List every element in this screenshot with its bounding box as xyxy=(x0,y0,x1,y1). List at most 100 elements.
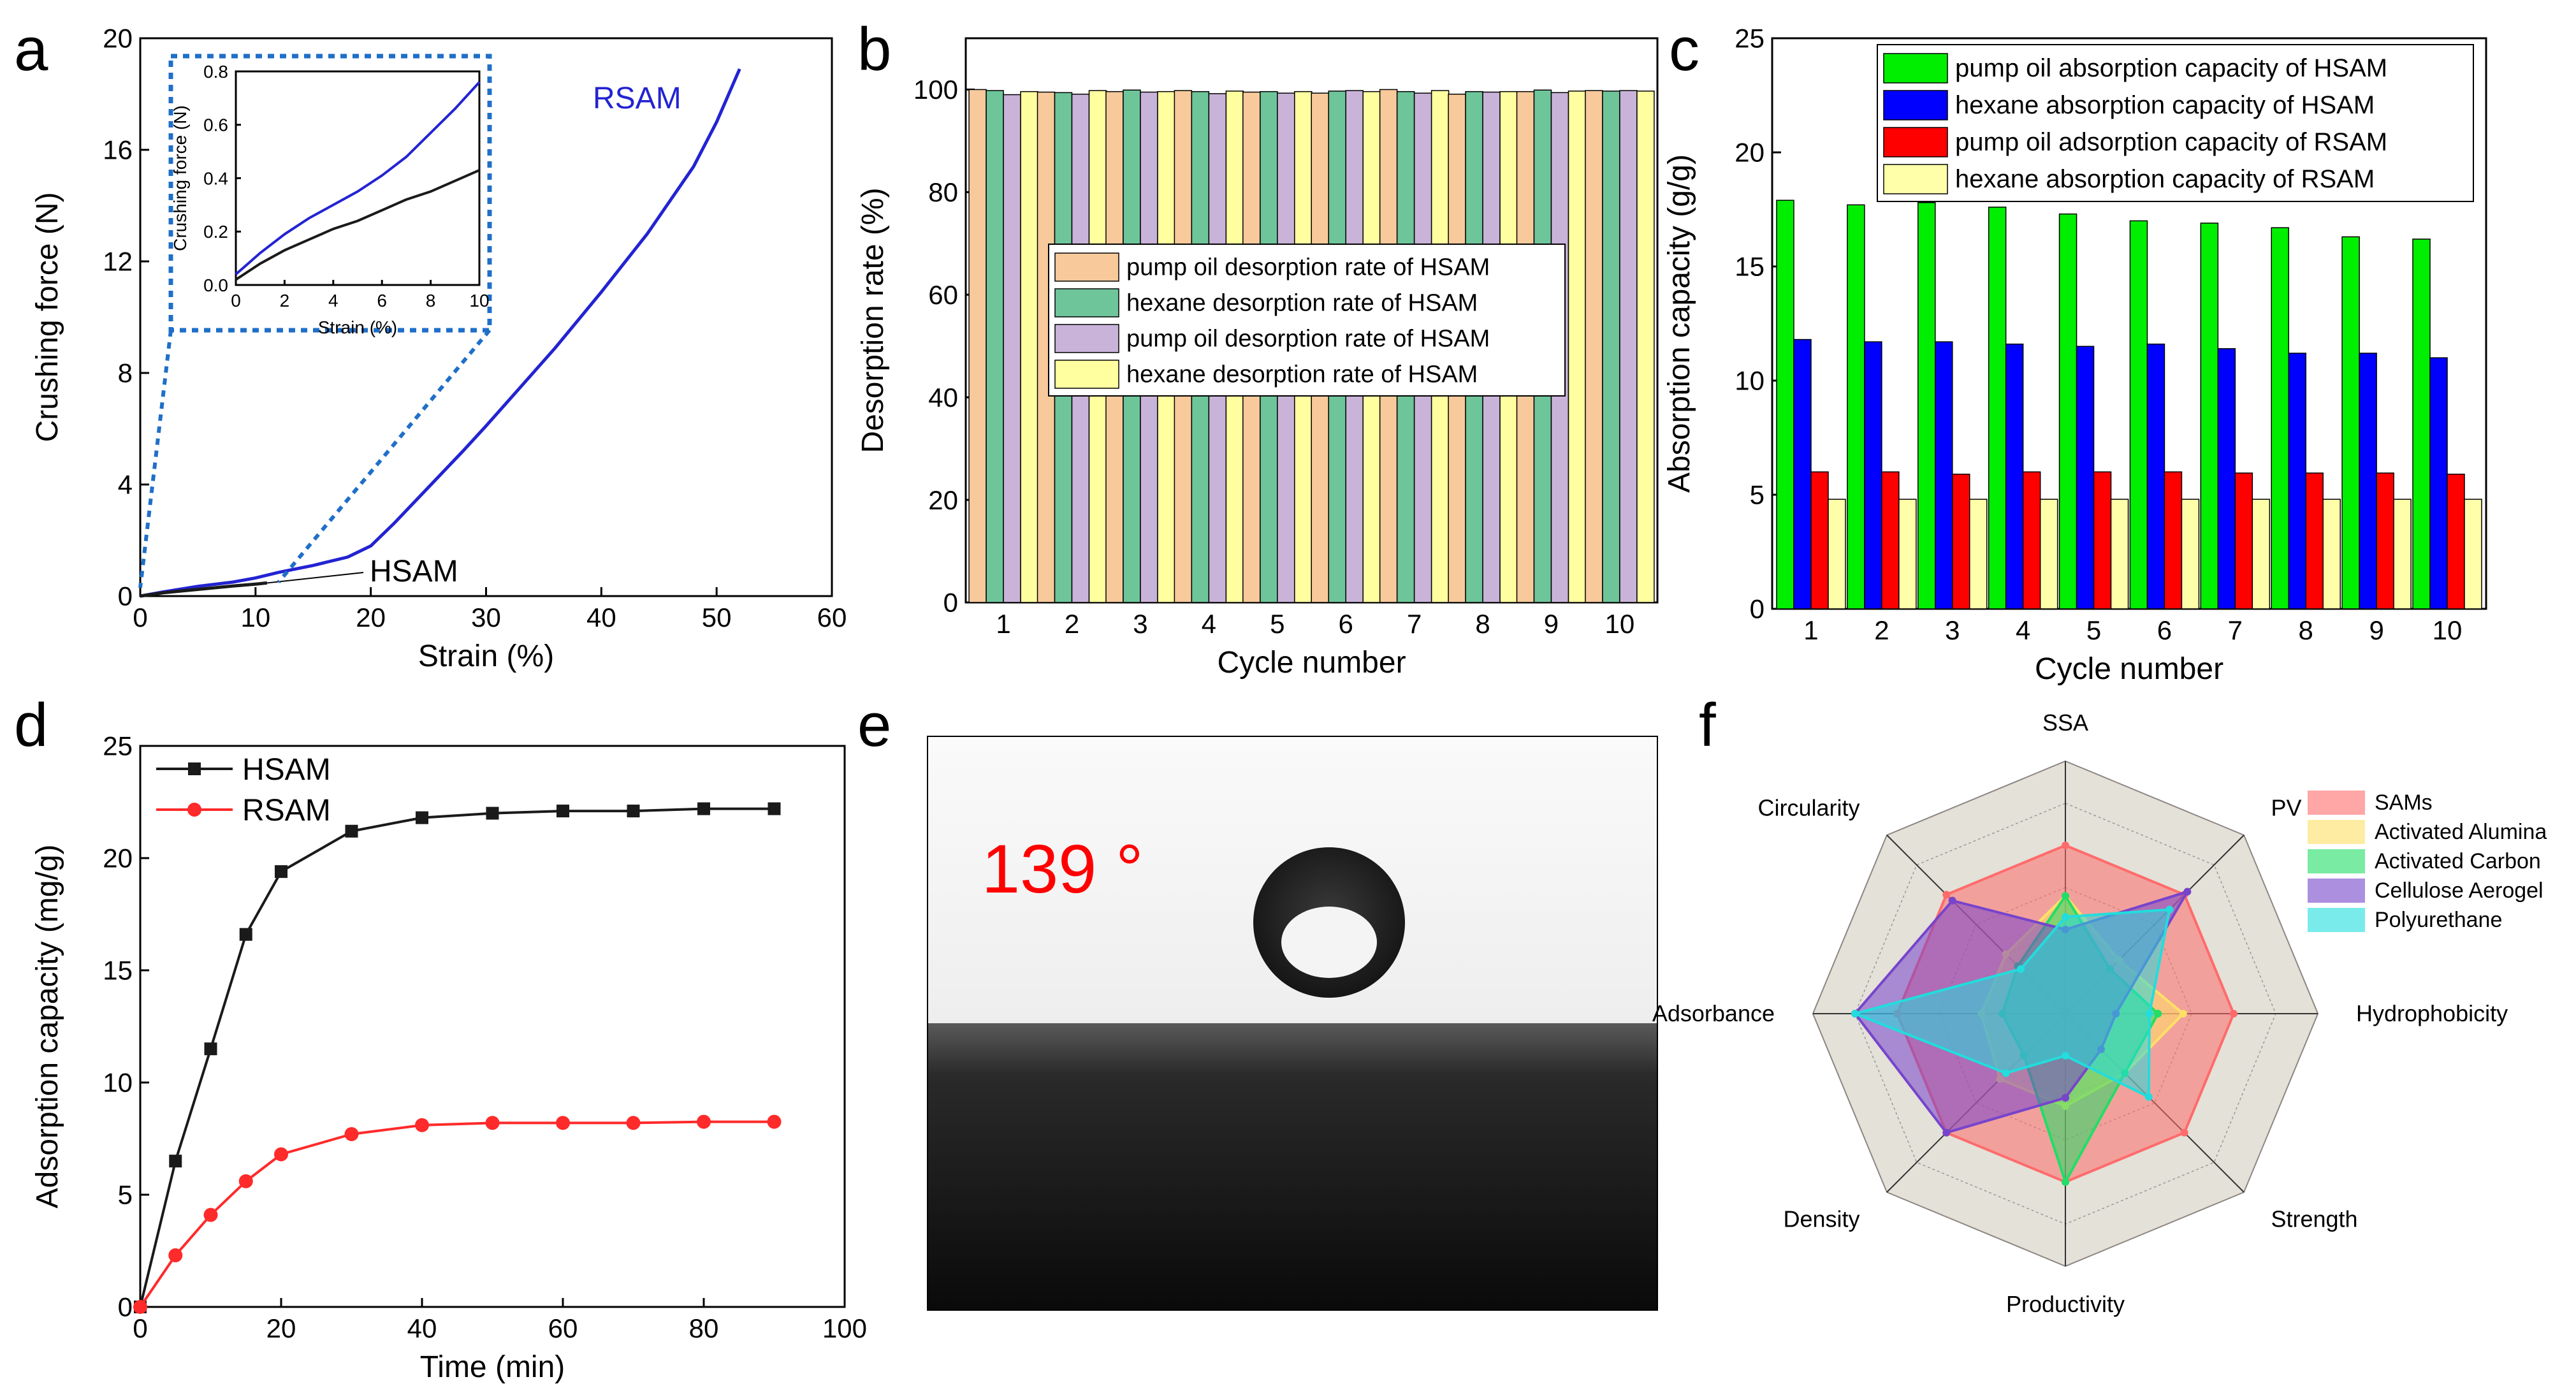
legend-marker xyxy=(188,762,201,775)
substrate-surface xyxy=(928,1023,1657,1309)
bar-6-2 xyxy=(2234,472,2253,609)
bar-3-2 xyxy=(2022,471,2041,609)
marker-hsam xyxy=(627,805,640,818)
legend-label: Polyurethane xyxy=(2375,908,2502,932)
y-tick-label: 60 xyxy=(928,280,958,310)
hsam-annotation: HSAM xyxy=(370,555,458,588)
bar-6-0 xyxy=(2200,222,2219,609)
y-tick-label: 0.2 xyxy=(203,222,228,242)
x-tick-label: 6 xyxy=(2157,615,2172,645)
y-tick-label: 100 xyxy=(913,75,958,105)
legend: SAMs Activated Alumina Activated Carbon Cel… xyxy=(2308,791,2547,932)
bar-4-0 xyxy=(2058,213,2078,609)
y-tick-label: 0 xyxy=(1750,594,1765,624)
legend-label: RSAM xyxy=(242,794,331,828)
x-tick-label: 7 xyxy=(2228,615,2243,645)
bar-7-2 xyxy=(2305,472,2324,609)
legend-swatch xyxy=(2308,879,2365,903)
x-axis-label: Strain (%) xyxy=(418,639,554,673)
x-tick-label: 50 xyxy=(702,602,732,632)
line-hsam xyxy=(139,807,775,1308)
marker-rsam xyxy=(168,1248,183,1263)
panel-f-radar-chart: f SSA PV Hydrophobicity Strength Productivit… xyxy=(1652,691,2547,1317)
x-tick-label: 20 xyxy=(266,1313,296,1343)
marker-hsam xyxy=(557,805,569,818)
radar-vertex xyxy=(2062,842,2069,849)
x-tick-label: 10 xyxy=(2433,615,2463,645)
radar-axis-label: SSA xyxy=(2042,710,2088,736)
y-tick-label: 16 xyxy=(103,135,133,165)
y-axis-label: Desorption rate (%) xyxy=(856,187,890,453)
bar-2-0 xyxy=(1917,202,1936,609)
x-tick-label: 6 xyxy=(377,291,387,310)
radar-vertex xyxy=(2062,1094,2069,1102)
legend: pump oil desorption rate of HSAM hexane d… xyxy=(1048,244,1566,397)
marker-rsam xyxy=(485,1116,500,1130)
legend: pump oil absorption capacity of HSAM hexa… xyxy=(1877,44,2474,202)
bar-8-3 xyxy=(1568,91,1587,603)
bar-7-3 xyxy=(2322,499,2341,609)
x-axis-label: Cycle number xyxy=(1217,646,1406,680)
x-tick-label: 40 xyxy=(586,602,616,632)
radar-axis-label: Strength xyxy=(2271,1206,2357,1232)
y-axis-label: Adsorption capacity (mg/g) xyxy=(31,845,64,1209)
marker-hsam xyxy=(416,811,428,824)
marker-hsam xyxy=(239,928,252,941)
bar-3-1 xyxy=(2005,343,2024,609)
y-tick-label: 15 xyxy=(103,956,133,986)
legend-label: pump oil desorption rate of HSAM xyxy=(1126,325,1490,352)
y-tick-label: 0 xyxy=(118,581,133,611)
radar-vertex xyxy=(2062,913,2069,921)
bar-7-1 xyxy=(2288,353,2306,609)
marker-rsam xyxy=(344,1127,359,1141)
x-tick-label: 2 xyxy=(1874,615,1889,645)
marker-rsam xyxy=(238,1174,253,1188)
bar-9-2 xyxy=(1619,90,1638,603)
radar-vertex xyxy=(2062,1178,2069,1186)
plot-frame xyxy=(139,745,846,1308)
bar-0-1 xyxy=(1793,339,1812,609)
panel-f-plot: SSA PV Hydrophobicity Strength Productivity D… xyxy=(1652,710,2547,1317)
x-tick-label: 10 xyxy=(469,291,489,310)
bar-9-1 xyxy=(2429,357,2448,609)
x-axis-label: Time (min) xyxy=(420,1350,565,1384)
line-hsam xyxy=(140,581,268,598)
legend-swatch xyxy=(1054,324,1119,353)
legend-swatch xyxy=(1883,164,1948,194)
radar-vertex xyxy=(1942,891,1951,899)
marker-rsam xyxy=(697,1114,711,1129)
x-tick-label: 3 xyxy=(1945,615,1960,645)
radar-vertex xyxy=(2062,1052,2069,1060)
x-tick-label: 3 xyxy=(1133,609,1147,639)
marker-rsam xyxy=(203,1207,218,1222)
x-tick-label: 80 xyxy=(689,1313,719,1343)
radar-vertex xyxy=(2230,1010,2238,1017)
panel-d-letter: d xyxy=(14,691,48,759)
radar-axis-label: Hydrophobicity xyxy=(2356,1000,2508,1026)
bar-1-2 xyxy=(1881,471,1900,609)
marker-hsam xyxy=(345,824,358,838)
radar-axis-label: Adsorbance xyxy=(1652,1000,1775,1026)
y-tick-label: 0 xyxy=(943,588,958,618)
y-axis-label: Absorption capacity (g/g) xyxy=(1663,154,1696,493)
y-tick-label: 80 xyxy=(928,177,958,207)
legend-label: hexane desorption rate of HSAM xyxy=(1126,289,1478,316)
panel-b-letter: b xyxy=(857,15,891,84)
panel-e-contact-angle-photo: e 139 ° xyxy=(857,691,1658,1311)
y-tick-label: 15 xyxy=(1735,252,1765,282)
marker-hsam xyxy=(768,802,781,815)
bar-6-1 xyxy=(2217,348,2236,609)
legend-label: pump oil desorption rate of HSAM xyxy=(1126,254,1490,281)
x-tick-label: 10 xyxy=(240,602,270,632)
bar-1-1 xyxy=(1864,341,1882,609)
radar-vertex xyxy=(1851,1010,1859,1017)
x-tick-label: 60 xyxy=(548,1313,578,1343)
radar-vertex xyxy=(1942,1128,1951,1137)
contact-angle-label: 139 ° xyxy=(982,830,1143,907)
y-tick-label: 0.0 xyxy=(203,275,228,295)
legend-label: hexane absorption capacity of RSAM xyxy=(1955,165,2375,193)
panel-d-plot: 0 20 40 60 80 100 0 5 10 15 20 25 Time (min) Adsorpti… xyxy=(31,731,867,1384)
